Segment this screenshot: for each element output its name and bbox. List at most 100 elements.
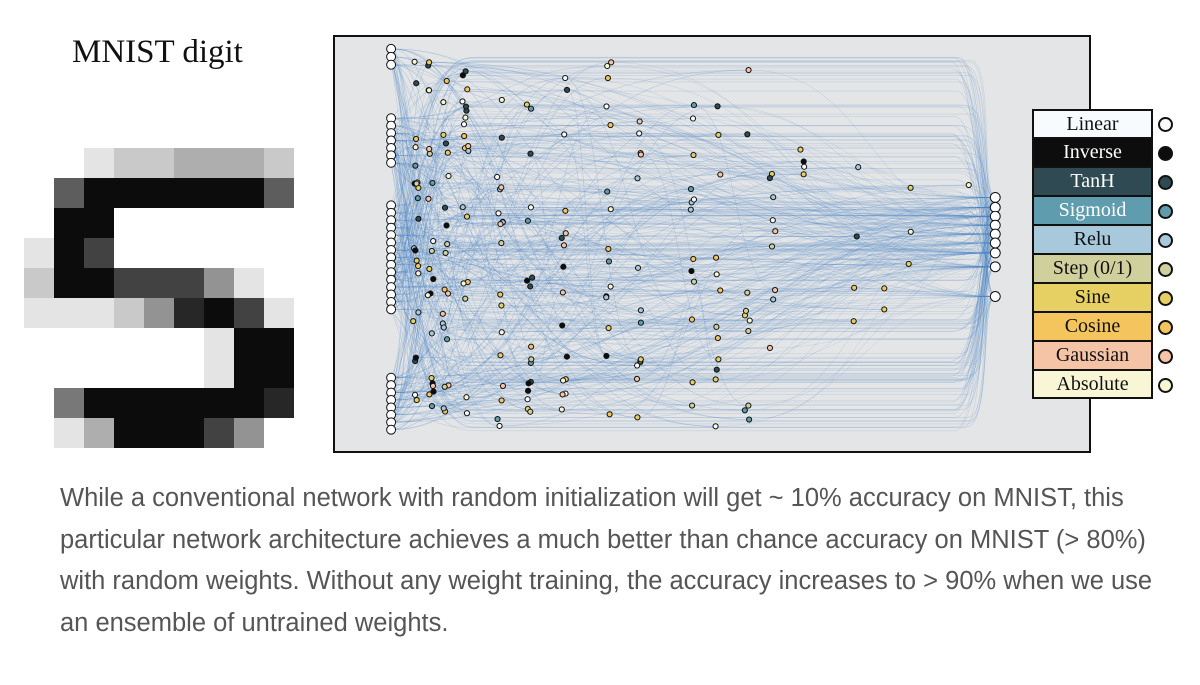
- edge: [693, 118, 996, 235]
- edge: [415, 250, 467, 414]
- edge: [415, 242, 996, 362]
- input-node: [386, 424, 397, 435]
- edge: [390, 56, 419, 313]
- hidden-node: [746, 317, 753, 324]
- hidden-node: [442, 140, 450, 147]
- edge: [432, 137, 502, 387]
- caption: While a conventional network with random…: [60, 484, 1153, 637]
- edge: [502, 215, 996, 223]
- edge: [769, 296, 996, 349]
- edge: [691, 270, 717, 370]
- edge: [390, 56, 996, 295]
- edge: [390, 197, 996, 244]
- legend-row: Relu: [1032, 225, 1180, 254]
- edge: [390, 140, 996, 244]
- edge: [390, 133, 996, 303]
- edge: [391, 286, 467, 414]
- digit-pixel: [54, 118, 84, 148]
- hidden-node: [527, 283, 534, 290]
- hidden-node: [413, 180, 420, 187]
- edge: [497, 176, 996, 235]
- edge: [391, 384, 531, 413]
- edge: [390, 133, 996, 332]
- edge: [744, 197, 996, 411]
- digit-pixel: [264, 268, 294, 298]
- legend-row: Step (0/1): [1032, 254, 1180, 283]
- legend-swatch-dot: [1158, 233, 1173, 248]
- edge: [390, 252, 996, 370]
- edge: [447, 197, 996, 245]
- edge: [390, 224, 996, 377]
- edge: [391, 162, 692, 320]
- legend-label: Sigmoid: [1032, 196, 1153, 225]
- edge: [744, 252, 996, 316]
- edge: [528, 207, 996, 384]
- hidden-node: [462, 295, 469, 302]
- edge: [390, 136, 996, 235]
- edge: [431, 252, 996, 379]
- hidden-node: [715, 356, 722, 363]
- edge: [693, 104, 776, 291]
- hidden-node: [637, 151, 644, 158]
- hidden-node: [745, 327, 752, 335]
- edge: [390, 147, 996, 225]
- edge: [390, 189, 996, 280]
- edge: [391, 219, 885, 289]
- legend-label: Absolute: [1032, 370, 1153, 399]
- digit-pixel: [234, 298, 264, 328]
- edge: [442, 313, 750, 420]
- edge: [640, 154, 996, 244]
- edge: [391, 234, 749, 332]
- edge: [747, 215, 996, 293]
- edge: [391, 125, 564, 268]
- edge: [391, 134, 719, 149]
- edge: [391, 56, 502, 401]
- edge: [561, 237, 996, 254]
- legend-swatch-dot: [1158, 262, 1173, 277]
- edge: [391, 270, 692, 288]
- edge: [565, 320, 854, 380]
- hidden-node: [412, 162, 419, 169]
- edge: [390, 61, 996, 268]
- edge: [527, 233, 996, 282]
- edge: [390, 117, 417, 358]
- hidden-node: [559, 391, 566, 398]
- edge: [640, 152, 719, 360]
- legend-swatch-dot: [1158, 349, 1173, 364]
- edge: [391, 123, 465, 251]
- edge: [693, 154, 996, 254]
- digit-title: MNIST digit: [72, 34, 243, 70]
- edge: [390, 118, 996, 410]
- edge: [391, 56, 434, 280]
- hidden-node: [430, 275, 437, 283]
- edge: [748, 69, 996, 226]
- edge: [693, 242, 996, 283]
- edge: [391, 117, 804, 175]
- edge: [391, 263, 909, 379]
- edge: [390, 136, 996, 236]
- edge: [390, 224, 996, 378]
- edge: [415, 207, 996, 358]
- hidden-node: [415, 262, 422, 270]
- edge: [463, 207, 996, 284]
- hidden-node: [412, 354, 420, 361]
- hidden-node: [498, 329, 505, 336]
- edge: [497, 252, 996, 420]
- edge: [390, 118, 996, 268]
- hidden-node: [713, 254, 720, 261]
- edge: [390, 207, 996, 422]
- edge: [608, 261, 996, 297]
- digit-pixel: [174, 328, 204, 358]
- edge: [610, 208, 996, 235]
- digit-pixel: [24, 358, 54, 388]
- edge: [391, 125, 467, 398]
- edge: [391, 257, 641, 324]
- hidden-node: [713, 323, 720, 330]
- digit-pixel: [144, 418, 174, 448]
- edge: [391, 89, 568, 386]
- digit-pixel: [114, 148, 144, 178]
- edge: [391, 245, 564, 408]
- hidden-node: [558, 406, 565, 413]
- hidden-node: [444, 290, 452, 297]
- hidden-node: [559, 289, 566, 296]
